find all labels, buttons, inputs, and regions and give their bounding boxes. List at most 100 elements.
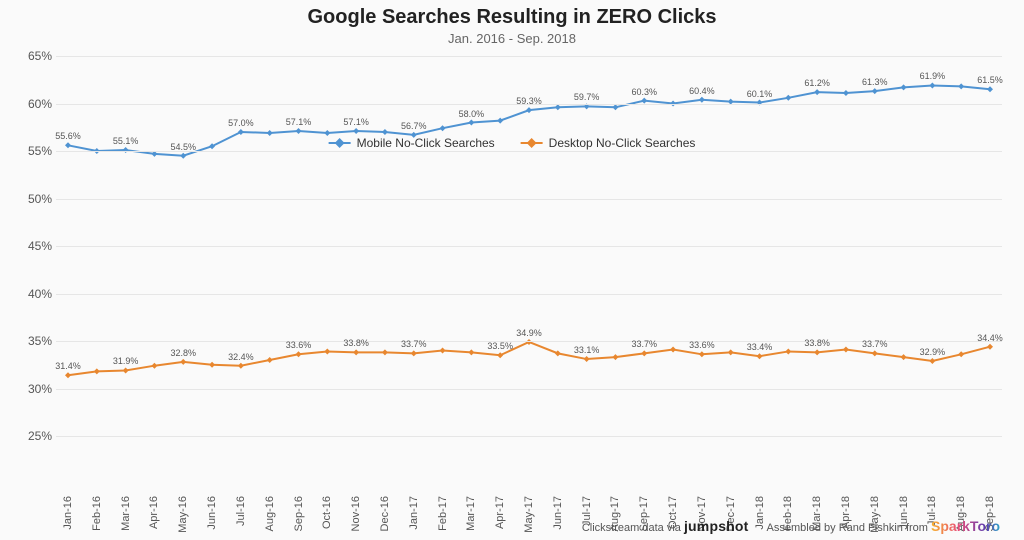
series-marker: [699, 97, 705, 103]
series-marker: [728, 349, 734, 355]
x-tick-label: Feb-17: [437, 496, 449, 531]
y-tick-label: 50%: [12, 192, 52, 206]
series-marker: [901, 84, 907, 90]
series-marker: [843, 347, 849, 353]
legend-swatch-desktop: [521, 142, 543, 144]
x-tick-label: May-16: [177, 496, 189, 533]
x-tick-label: Jan-17: [408, 496, 420, 530]
x-tick-label: Apr-17: [494, 496, 506, 529]
series-marker: [987, 344, 993, 350]
series-marker: [987, 86, 993, 92]
y-tick-label: 60%: [12, 97, 52, 111]
series-marker: [440, 125, 446, 131]
y-tick-label: 40%: [12, 287, 52, 301]
y-tick-label: 45%: [12, 239, 52, 253]
x-tick-label: Jun-16: [206, 496, 218, 530]
x-tick-label: Sep-16: [293, 496, 305, 531]
credit-right-brand: SparkToro: [931, 518, 1000, 534]
series-marker: [814, 89, 820, 95]
gridline: [56, 199, 1002, 200]
y-tick-label: 65%: [12, 49, 52, 63]
gridline: [56, 294, 1002, 295]
legend-item-mobile: Mobile No-Click Searches: [329, 136, 495, 150]
x-tick-label: Feb-16: [91, 496, 103, 531]
x-tick-label: Jan-16: [62, 496, 74, 530]
x-tick-label: Apr-16: [148, 496, 160, 529]
series-marker: [929, 358, 935, 364]
series-marker: [324, 348, 330, 354]
series-marker: [267, 130, 273, 136]
x-tick-label: Mar-17: [465, 496, 477, 531]
series-marker: [785, 348, 791, 354]
gridline: [56, 341, 1002, 342]
legend: Mobile No-Click Searches Desktop No-Clic…: [329, 136, 696, 150]
credit-left-prefix: Clickstream data via: [582, 522, 681, 534]
x-tick-label: Aug-16: [264, 496, 276, 531]
series-marker: [497, 352, 503, 358]
series-marker: [94, 368, 100, 374]
series-marker: [584, 356, 590, 362]
series-marker: [353, 349, 359, 355]
series-marker: [785, 95, 791, 101]
series-marker: [382, 349, 388, 355]
x-tick-label: Dec-16: [379, 496, 391, 531]
x-tick-label: Mar-16: [120, 496, 132, 531]
gridline: [56, 389, 1002, 390]
series-marker: [353, 128, 359, 134]
series-marker: [901, 354, 907, 360]
series-marker: [468, 349, 474, 355]
series-marker: [555, 350, 561, 356]
series-marker: [757, 353, 763, 359]
x-tick-label: Oct-16: [321, 496, 333, 529]
credit-left: Clickstream data via jumpshot: [582, 518, 749, 534]
series-marker: [814, 349, 820, 355]
series-marker: [929, 82, 935, 88]
series-marker: [123, 367, 129, 373]
y-tick-label: 35%: [12, 334, 52, 348]
legend-label-desktop: Desktop No-Click Searches: [549, 136, 696, 150]
gridline: [56, 246, 1002, 247]
series-marker: [872, 350, 878, 356]
x-tick-label: May-17: [523, 496, 535, 533]
credits: Clickstream data via jumpshot Assembled …: [582, 518, 1000, 534]
legend-swatch-mobile: [329, 142, 351, 144]
x-tick-label: Jul-16: [235, 496, 247, 526]
legend-item-desktop: Desktop No-Click Searches: [521, 136, 696, 150]
series-marker: [958, 351, 964, 357]
chart-container: Google Searches Resulting in ZERO Clicks…: [0, 0, 1024, 540]
y-tick-label: 25%: [12, 429, 52, 443]
x-tick-label: Nov-16: [350, 496, 362, 531]
series-marker: [670, 347, 676, 353]
credit-right-prefix: Assembled by Rand Fishkin from: [767, 522, 928, 534]
series-marker: [296, 128, 302, 134]
series-marker: [151, 363, 157, 369]
series-marker: [497, 118, 503, 124]
y-tick-label: 30%: [12, 382, 52, 396]
gridline: [56, 104, 1002, 105]
chart-subtitle: Jan. 2016 - Sep. 2018: [0, 31, 1024, 46]
x-tick-label: Jun-17: [552, 496, 564, 530]
series-marker: [872, 88, 878, 94]
gridline: [56, 436, 1002, 437]
series-marker: [65, 142, 71, 148]
credit-right: Assembled by Rand Fishkin from SparkToro: [767, 518, 1000, 534]
series-marker: [411, 350, 417, 356]
series-marker: [180, 153, 186, 159]
series-line: [68, 342, 990, 375]
series-marker: [65, 372, 71, 378]
series-marker: [238, 363, 244, 369]
series-marker: [382, 129, 388, 135]
gridline: [56, 151, 1002, 152]
series-marker: [526, 107, 532, 113]
series-marker: [612, 104, 618, 110]
series-marker: [641, 350, 647, 356]
series-marker: [209, 362, 215, 368]
credit-left-brand: jumpshot: [684, 518, 749, 534]
plot-area: 25%30%35%40%45%50%55%60%65%Jan-16Feb-16M…: [56, 56, 1002, 436]
series-marker: [555, 104, 561, 110]
gridline: [56, 56, 1002, 57]
series-marker: [440, 348, 446, 354]
series-marker: [612, 354, 618, 360]
series-marker: [296, 351, 302, 357]
series-marker: [180, 359, 186, 365]
